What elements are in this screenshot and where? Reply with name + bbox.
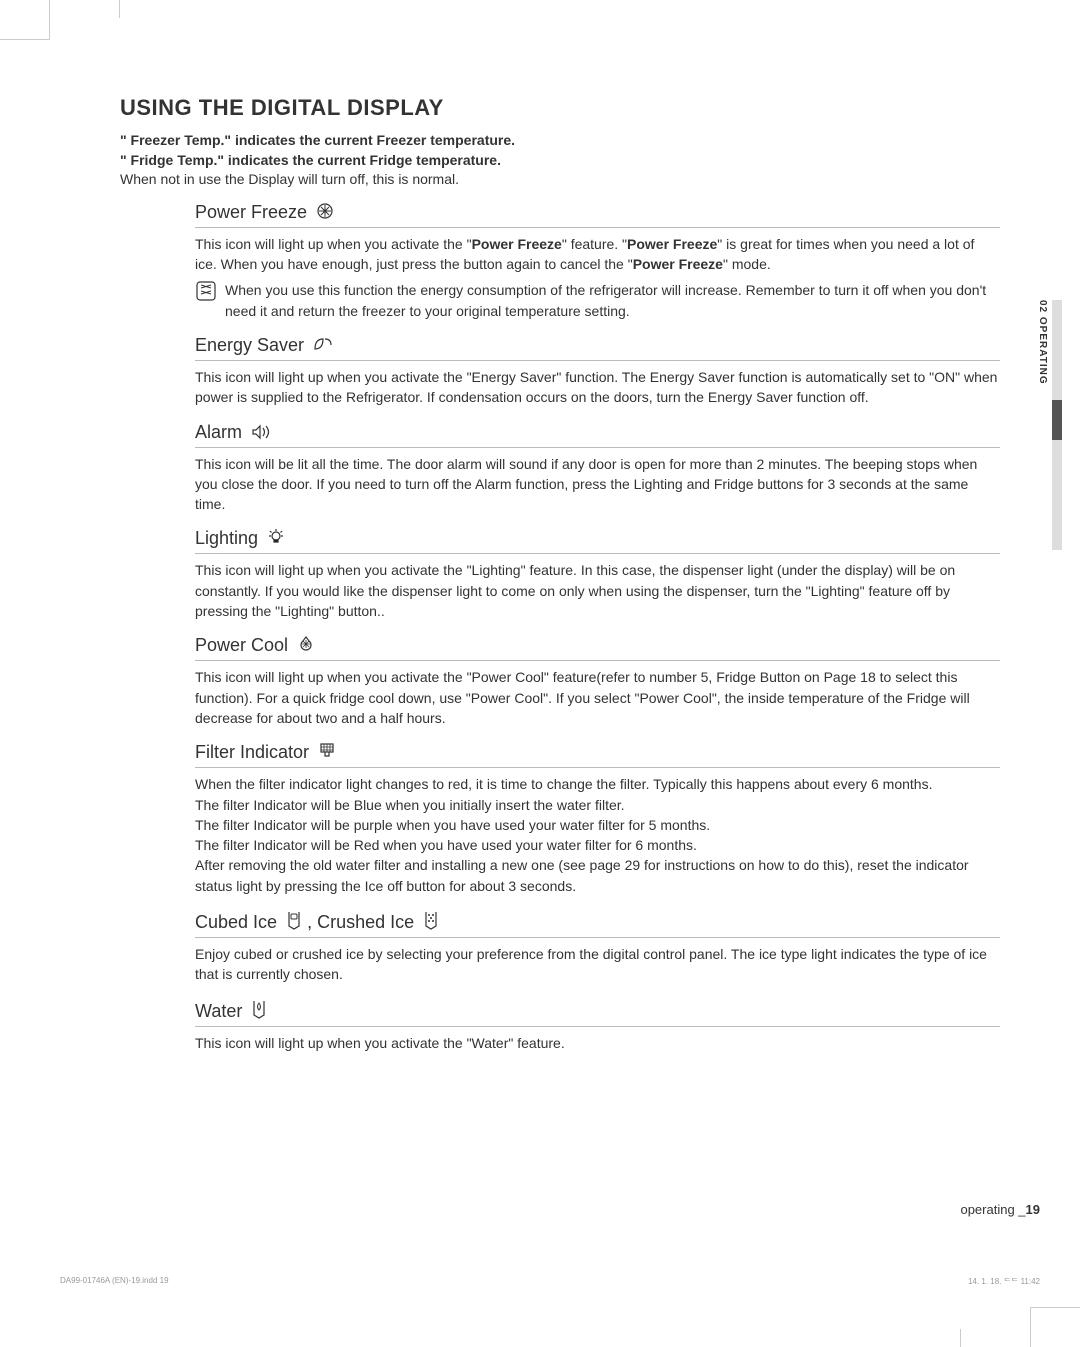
section-energy-saver: Energy Saver This icon will light up whe…: [195, 335, 1000, 408]
note-icon: [195, 280, 217, 302]
note: When you use this function the energy co…: [195, 280, 1000, 321]
section-water: Water This icon will light up when you a…: [195, 999, 1000, 1053]
section-heading: Water: [195, 999, 1000, 1027]
section-heading: Power Cool: [195, 635, 1000, 661]
heading-text: Power Cool: [195, 635, 288, 655]
section-body: Enjoy cubed or crushed ice by selecting …: [195, 944, 1000, 985]
energy-saver-icon: [313, 335, 333, 353]
page-footer: operating _19: [960, 1202, 1040, 1217]
section-body: This icon will light up when you activat…: [195, 560, 1000, 621]
heading-text: Power Freeze: [195, 202, 307, 222]
section-heading: Filter Indicator: [195, 742, 1000, 768]
heading-text: Energy Saver: [195, 335, 304, 355]
cubed-ice-icon: [286, 910, 302, 930]
section-body: This icon will be lit all the time. The …: [195, 454, 1000, 515]
page-content: USING THE DIGITAL DISPLAY " Freezer Temp…: [120, 95, 1000, 1067]
crop-mark: [0, 0, 120, 18]
page-number: 19: [1026, 1202, 1040, 1217]
water-icon: [251, 999, 267, 1019]
print-meta: DA99-01746A (EN)-19.indd 19 14. 1. 18. ᄃ…: [60, 1276, 1040, 1287]
note-text: When you use this function the energy co…: [225, 280, 1000, 321]
section-body: This icon will light up when you activat…: [195, 1033, 1000, 1053]
crushed-ice-icon: [423, 910, 439, 930]
section-heading: Energy Saver: [195, 335, 1000, 361]
heading-text: Filter Indicator: [195, 742, 309, 762]
section-ice: Cubed Ice , Crushed Ice Enjoy cubed or c…: [195, 910, 1000, 985]
page-title: USING THE DIGITAL DISPLAY: [120, 95, 1000, 121]
section-lighting: Lighting This icon will light up when yo…: [195, 528, 1000, 621]
heading-text: Alarm: [195, 422, 242, 442]
intro-line: " Fridge Temp." indicates the current Fr…: [120, 151, 1000, 171]
print-file: DA99-01746A (EN)-19.indd 19: [60, 1276, 169, 1287]
intro-line: " Freezer Temp." indicates the current F…: [120, 131, 1000, 151]
section-heading: Power Freeze: [195, 202, 1000, 228]
footer-label: operating _: [960, 1202, 1025, 1217]
section-body: This icon will light up when you activat…: [195, 667, 1000, 728]
heading-text: Water: [195, 1001, 242, 1021]
section-body: When the filter indicator light changes …: [195, 774, 1000, 896]
power-cool-icon: [297, 635, 315, 653]
section-power-cool: Power Cool This icon will light up when …: [195, 635, 1000, 728]
section-heading: Alarm: [195, 422, 1000, 448]
section-body: This icon will light up when you activat…: [195, 234, 1000, 275]
section-heading: Lighting: [195, 528, 1000, 554]
print-date: 14. 1. 18. ᄃᄃ 11:42: [968, 1276, 1040, 1287]
power-freeze-icon: [316, 202, 334, 220]
heading-text: Cubed Ice: [195, 912, 277, 932]
filter-icon: [318, 742, 336, 760]
side-tab-bar: [1052, 300, 1062, 550]
intro-line: When not in use the Display will turn of…: [120, 170, 1000, 190]
side-tab-label: 02 OPERATING: [1037, 300, 1048, 385]
lighting-icon: [267, 528, 285, 546]
alarm-icon: [251, 424, 271, 440]
crop-mark: [960, 1329, 1080, 1347]
heading-text: , Crushed Ice: [307, 912, 414, 932]
side-tab: 02 OPERATING: [1038, 300, 1062, 550]
section-body: This icon will light up when you activat…: [195, 367, 1000, 408]
section-filter: Filter Indicator When the filter indicat…: [195, 742, 1000, 896]
section-power-freeze: Power Freeze This icon will light up whe…: [195, 202, 1000, 321]
section-alarm: Alarm This icon will be lit all the time…: [195, 422, 1000, 515]
heading-text: Lighting: [195, 528, 258, 548]
section-heading: Cubed Ice , Crushed Ice: [195, 910, 1000, 938]
